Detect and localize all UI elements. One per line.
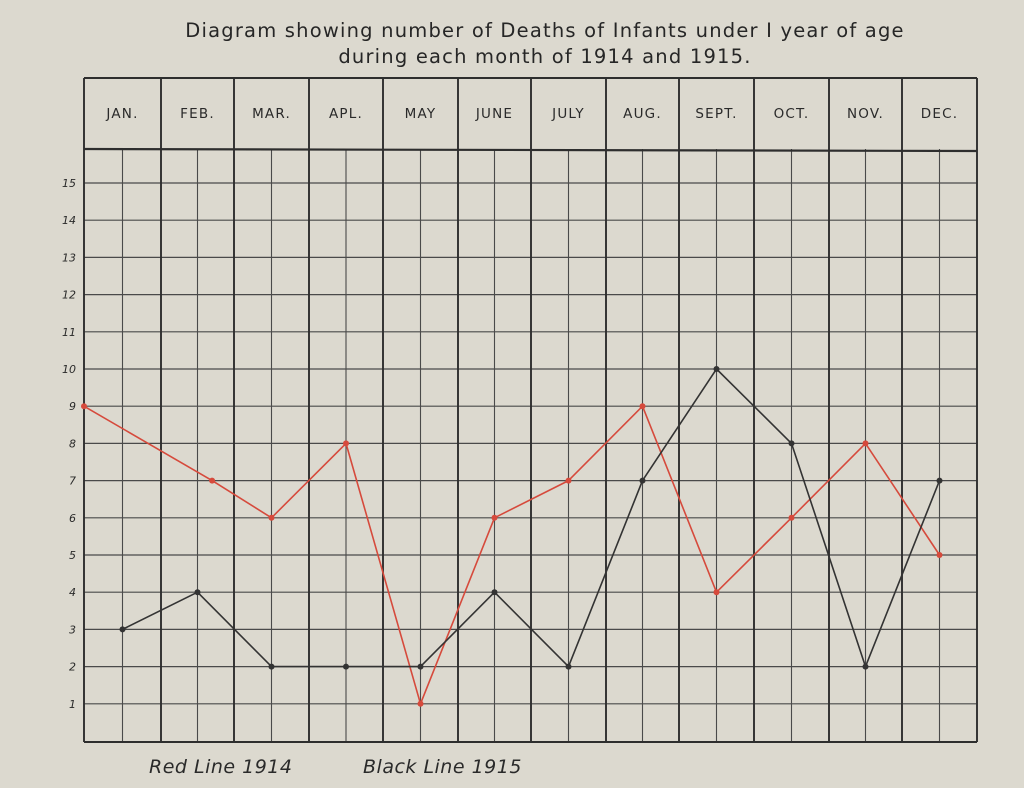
chart-title-line-1: Diagram showing number of Deaths of Infa… xyxy=(185,19,905,42)
month-header-label: JUNE xyxy=(475,106,513,122)
series-line-1915 xyxy=(122,368,941,668)
data-point-1914 xyxy=(565,477,572,484)
data-point-1914 xyxy=(417,700,424,707)
y-tick-label: 14 xyxy=(62,214,76,227)
month-header-label: FEB. xyxy=(180,106,215,122)
data-point-1915 xyxy=(788,440,795,447)
y-tick-label: 7 xyxy=(69,475,76,488)
y-tick-label: 10 xyxy=(62,363,76,376)
y-tick-label: 12 xyxy=(62,289,76,302)
data-point-1914 xyxy=(491,514,498,521)
month-header-label: MAR. xyxy=(252,106,291,122)
y-tick-label: 1 xyxy=(69,698,76,711)
y-tick-label: 4 xyxy=(69,586,76,599)
legend-entry-1914: Red Line 1914 xyxy=(149,756,293,778)
y-tick-label: 6 xyxy=(69,512,76,525)
month-header-label: JULY xyxy=(551,106,585,122)
y-tick-label: 5 xyxy=(69,549,76,562)
y-tick-label: 9 xyxy=(69,400,76,413)
data-point-1914 xyxy=(343,440,349,447)
data-point-1915 xyxy=(417,663,424,670)
y-tick-label: 8 xyxy=(69,437,76,450)
chart-title-line-2: during each month of 1914 and 1915. xyxy=(338,45,752,68)
month-header-label: NOV. xyxy=(847,106,884,122)
legend-entry-1915: Black Line 1915 xyxy=(363,756,522,778)
header-divider xyxy=(83,147,978,153)
month-header-label: SEPT. xyxy=(695,106,737,122)
data-point-1914 xyxy=(209,477,216,484)
data-point-1915 xyxy=(268,663,275,670)
month-header-label: APL. xyxy=(329,106,363,122)
data-point-1914 xyxy=(713,589,720,596)
chart-title: Diagram showing number of Deaths of Infa… xyxy=(0,18,1024,70)
data-point-1914 xyxy=(639,403,646,410)
y-tick-label: 13 xyxy=(62,251,76,264)
y-tick-label: 15 xyxy=(62,177,76,190)
month-header-label: DEC. xyxy=(921,106,958,122)
data-point-1915 xyxy=(343,663,349,670)
y-tick-label: 11 xyxy=(62,326,76,339)
month-header-label: MAY xyxy=(405,106,437,122)
data-point-1915 xyxy=(194,589,201,596)
data-point-1915 xyxy=(119,626,126,633)
data-point-1914 xyxy=(81,403,87,410)
y-tick-label: 2 xyxy=(69,661,76,674)
data-point-1915 xyxy=(491,589,498,596)
month-header-label: OCT. xyxy=(774,106,810,122)
data-point-1915 xyxy=(639,477,646,484)
data-point-1914 xyxy=(936,552,943,558)
data-point-1914 xyxy=(268,514,275,521)
data-point-1915 xyxy=(862,663,869,670)
data-point-1915 xyxy=(936,477,943,484)
data-point-1915 xyxy=(565,663,572,670)
data-point-1915 xyxy=(713,366,720,372)
series-line-1914 xyxy=(83,405,941,705)
y-tick-label: 3 xyxy=(69,623,76,636)
month-header-label: JAN. xyxy=(105,106,138,122)
data-point-1914 xyxy=(862,440,869,447)
data-point-1914 xyxy=(788,514,795,521)
month-header-label: AUG. xyxy=(623,106,662,122)
